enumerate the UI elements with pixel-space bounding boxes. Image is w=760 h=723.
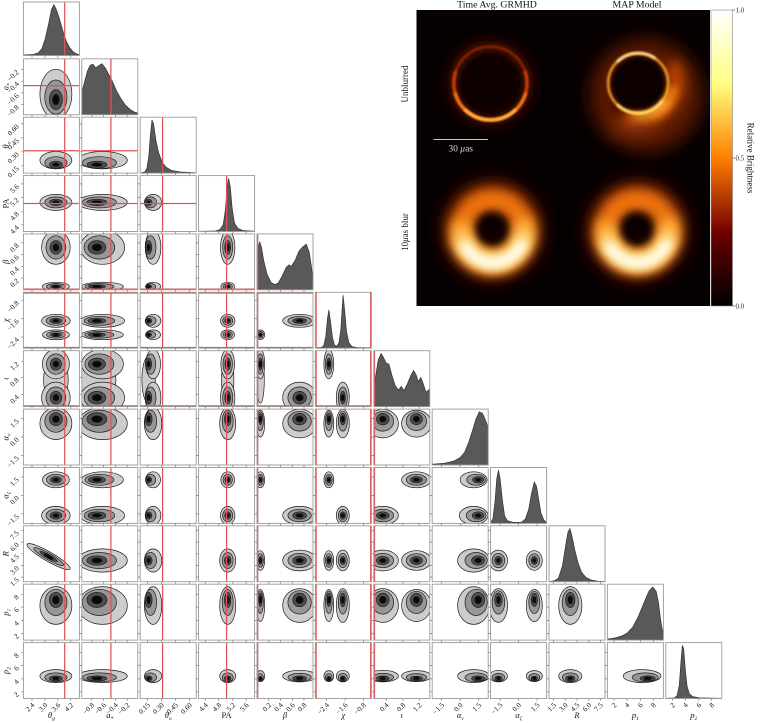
svg-text:8: 8: [12, 592, 21, 601]
svg-text:4: 4: [681, 700, 690, 709]
svg-text:6: 6: [12, 664, 21, 673]
svg-text:10μas blur: 10μas blur: [400, 213, 410, 251]
svg-text:8: 8: [649, 700, 658, 709]
svg-text:θo: θo: [165, 710, 172, 722]
svg-text:PA: PA: [1, 198, 11, 209]
svg-text:β: β: [1, 259, 11, 265]
svg-text:4: 4: [12, 677, 21, 686]
svg-text:R: R: [573, 710, 580, 720]
svg-text:θg: θg: [48, 710, 55, 722]
svg-text:2: 2: [610, 700, 619, 709]
svg-text:0.5: 0.5: [736, 155, 745, 162]
svg-text:χ: χ: [341, 710, 346, 720]
svg-text:6: 6: [636, 700, 645, 709]
svg-text:θo: θo: [1, 141, 13, 148]
svg-text:Relative Brightness: Relative Brightness: [746, 123, 756, 194]
svg-text:0.0: 0.0: [736, 303, 745, 310]
svg-text:αv: αv: [457, 710, 464, 722]
svg-text:β: β: [282, 710, 288, 720]
svg-text:2: 2: [12, 631, 21, 640]
svg-text:30 μas: 30 μas: [448, 145, 473, 155]
svg-text:p2: p2: [1, 667, 13, 675]
svg-text:αζ: αζ: [1, 491, 13, 498]
svg-text:R: R: [1, 550, 11, 557]
svg-text:p2: p2: [689, 710, 697, 722]
svg-text:8: 8: [707, 700, 716, 709]
svg-text:MAP Model: MAP Model: [613, 0, 662, 11]
svg-text:a*: a*: [1, 83, 13, 90]
svg-text:p1: p1: [1, 608, 13, 616]
svg-text:6: 6: [694, 700, 703, 709]
svg-text:2: 2: [12, 690, 21, 699]
svg-text:ι: ι: [401, 710, 404, 720]
svg-text:ι: ι: [1, 377, 11, 380]
svg-text:8: 8: [12, 651, 21, 660]
svg-text:2: 2: [668, 700, 677, 709]
svg-text:p1: p1: [631, 710, 639, 722]
svg-text:Time Avg. GRMHD: Time Avg. GRMHD: [457, 0, 537, 11]
svg-text:1.0: 1.0: [736, 7, 745, 14]
svg-text:χ: χ: [1, 318, 11, 323]
svg-text:αv: αv: [1, 433, 13, 440]
svg-text:4: 4: [622, 700, 631, 709]
svg-text:PA: PA: [222, 710, 233, 720]
svg-text:Unblurred: Unblurred: [400, 65, 410, 102]
svg-text:6: 6: [12, 605, 21, 614]
svg-text:αζ: αζ: [515, 710, 522, 722]
svg-text:4: 4: [12, 619, 21, 628]
svg-text:a*: a*: [106, 710, 113, 722]
